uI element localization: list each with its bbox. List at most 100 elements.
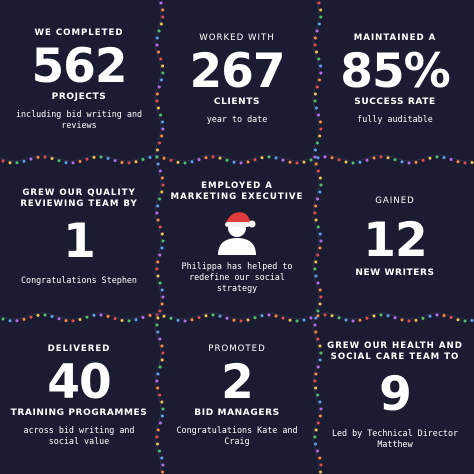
light-bulb: [318, 176, 322, 180]
light-bulb: [158, 337, 162, 341]
light-bulb: [318, 78, 321, 82]
light-bulb: [158, 169, 162, 173]
light-bulb: [470, 319, 474, 322]
light-bulb: [113, 317, 117, 321]
light-bulb: [318, 400, 322, 404]
light-bulb: [281, 158, 285, 162]
tile-value: 267: [189, 44, 285, 99]
light-bulb: [99, 313, 103, 317]
light-bulb: [57, 159, 61, 163]
light-bulb: [159, 1, 163, 5]
light-bulb: [372, 156, 376, 160]
light-bulb: [316, 337, 320, 341]
light-bulb: [141, 316, 145, 319]
light-bulb: [314, 330, 318, 334]
light-bulb: [113, 159, 117, 163]
light-wire: [154, 0, 162, 473]
light-bulb: [318, 134, 322, 138]
light-bulb: [99, 155, 103, 159]
light-bulb: [155, 99, 159, 103]
light-bulb: [155, 323, 159, 327]
light-bulb: [319, 15, 323, 19]
light-bulb: [218, 156, 222, 160]
light-bulb: [314, 316, 318, 320]
light-bulb: [158, 449, 161, 453]
light-bulb: [156, 442, 160, 446]
light-bulb: [314, 372, 318, 376]
light-bulb: [442, 156, 446, 160]
light-bulb: [158, 421, 162, 425]
light-bulb: [155, 36, 159, 40]
light-bulb: [372, 314, 376, 318]
light-bulb: [314, 106, 318, 110]
light-bulb: [160, 288, 164, 292]
light-bulb: [43, 313, 47, 317]
light-bulb: [29, 157, 33, 161]
light-bulb: [365, 158, 369, 162]
tile-note: fully auditable: [357, 114, 433, 124]
tile-header: GAINED: [375, 195, 415, 206]
tile-value: 40: [47, 354, 111, 410]
tile-header: MAINTAINED A: [353, 33, 437, 43]
light-bulb: [319, 463, 323, 467]
light-bulb: [36, 155, 40, 159]
tile-note: Philippa has helped to redefine our soci…: [181, 260, 293, 293]
light-bulb: [314, 274, 318, 278]
tile-note: year to date: [206, 114, 268, 124]
tile-value: 12: [363, 212, 427, 268]
light-bulb: [313, 435, 317, 439]
light-bulb: [316, 309, 320, 313]
light-bulb: [316, 197, 320, 201]
light-bulb: [158, 365, 162, 369]
light-bulb: [316, 156, 320, 160]
light-bulb: [155, 211, 159, 215]
light-bulb: [204, 314, 208, 318]
light-bulb: [232, 160, 236, 164]
light-bulb: [155, 155, 159, 159]
light-bulb: [253, 158, 257, 162]
light-bulb: [315, 29, 319, 33]
light-bulb: [407, 319, 411, 323]
light-bulb: [160, 176, 164, 180]
light-bulb: [316, 253, 320, 257]
tile-success-rate: MAINTAINED A 85% SUCCESS RATE fully audi…: [316, 0, 474, 158]
light-bulb: [156, 274, 160, 278]
tile-value: 562: [31, 38, 127, 94]
light-bulb: [71, 161, 75, 165]
light-bulb: [85, 315, 89, 319]
light-bulb: [330, 156, 334, 160]
light-bulb: [161, 407, 165, 411]
light-bulb: [161, 183, 165, 187]
light-bulb: [92, 155, 96, 159]
light-bulb: [160, 302, 164, 306]
light-bulb: [319, 470, 322, 474]
light-bulb: [156, 148, 159, 152]
light-bulb: [323, 313, 327, 317]
light-bulb: [160, 456, 164, 460]
light-bulb: [225, 158, 229, 162]
light-bulb: [127, 161, 131, 165]
tile-clients: WORKED WITH 267 CLIENTS year to date: [158, 0, 316, 158]
light-bulb: [318, 302, 322, 306]
light-bulb: [344, 318, 348, 322]
light-bulb: [169, 316, 173, 320]
light-bulb: [78, 318, 82, 321]
light-bulb: [148, 314, 152, 317]
light-bulb: [197, 158, 201, 162]
light-bulb: [160, 246, 164, 250]
light-bulb: [428, 314, 432, 318]
light-bulb: [158, 309, 162, 313]
light-bulb: [316, 449, 319, 453]
tile-note: across bid writing and social value: [23, 424, 135, 446]
light-bulb: [158, 393, 162, 397]
light-bulb: [134, 160, 138, 164]
light-bulb: [156, 372, 160, 376]
light-bulb: [161, 120, 164, 124]
light-bulb: [190, 318, 194, 322]
light-bulb: [313, 211, 317, 215]
light-bulb: [155, 92, 159, 96]
light-bulb: [315, 50, 318, 54]
light-bulb: [421, 158, 425, 162]
light-bulb: [313, 155, 317, 159]
light-bulb: [295, 161, 299, 165]
